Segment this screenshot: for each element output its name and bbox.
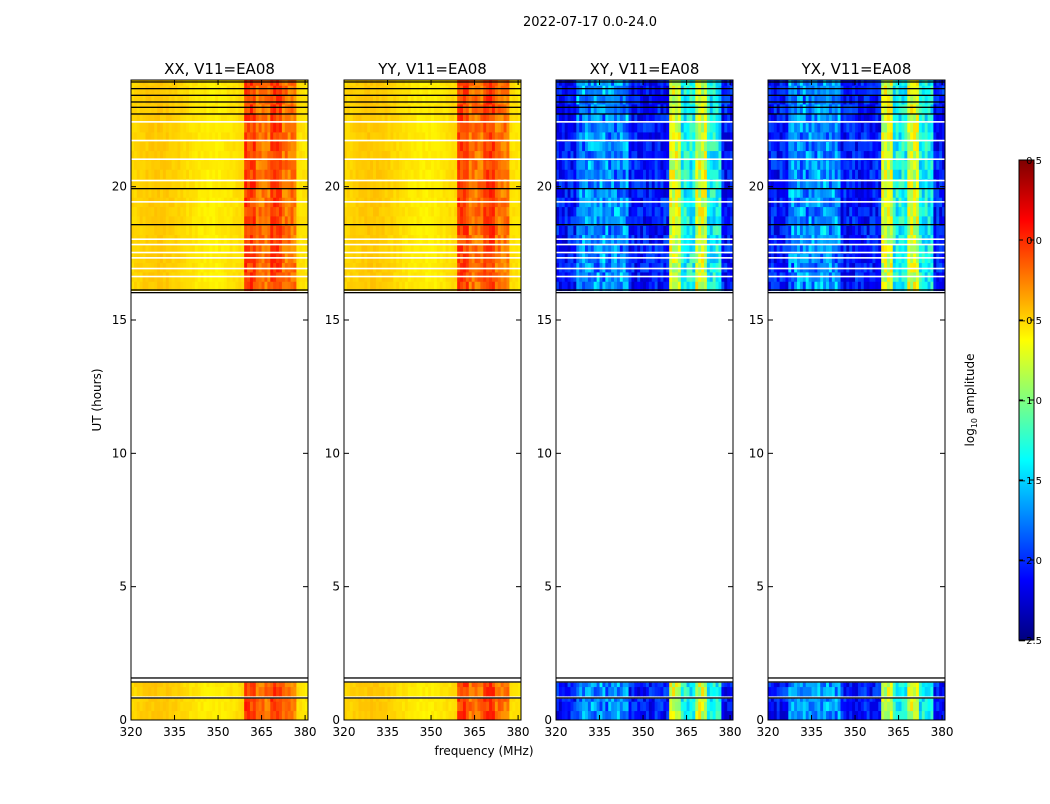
x-tick-label: 350 [844, 725, 867, 739]
y-tick-label: 20 [325, 180, 340, 194]
panel-1: XX, V11=EA08 320 335 350 365 380 0 5 10 15 20 [112, 60, 317, 739]
panel-title: YY, V11=EA08 [377, 60, 487, 78]
colorbar-tick-label: −1.0 [1018, 396, 1042, 407]
y-tick-label: 20 [749, 180, 764, 194]
x-tick-label: 320 [545, 725, 568, 739]
figure-suptitle: 2022-07-17 0.0-24.0 [523, 15, 657, 30]
x-tick-label: 350 [420, 725, 443, 739]
x-tick-label: 350 [207, 725, 230, 739]
y-tick-label: 10 [325, 446, 340, 460]
colorbar-label-prefix: log [963, 428, 977, 446]
y-tick-label: 5 [544, 580, 552, 594]
x-tick-label: 350 [632, 725, 655, 739]
x-tick-label: 380 [507, 725, 530, 739]
y-tick-label: 0 [119, 713, 127, 727]
x-tick-label: 335 [376, 725, 399, 739]
x-tick-label: 365 [250, 725, 273, 739]
y-tick-label: 5 [332, 580, 340, 594]
heatmap-image [556, 80, 733, 720]
y-tick-label: 20 [537, 180, 552, 194]
x-tick-label: 365 [463, 725, 486, 739]
colorbar-tick-label: −2.5 [1018, 636, 1042, 647]
figure-ylabel: UT (hours) [90, 368, 104, 431]
panel-title: XY, V11=EA08 [590, 60, 700, 78]
colorbar-tick-label: −0.5 [1018, 316, 1042, 327]
x-tick-label: 365 [887, 725, 910, 739]
y-tick-label: 5 [756, 580, 764, 594]
y-tick-label: 20 [112, 180, 127, 194]
colorbar-tick-label: 0.0 [1026, 236, 1042, 247]
x-tick-label: 335 [800, 725, 823, 739]
x-tick-label: 365 [675, 725, 698, 739]
heatmap-image [344, 80, 521, 720]
panel-title: XX, V11=EA08 [164, 60, 275, 78]
y-tick-label: 0 [332, 713, 340, 727]
panel-3: XY, V11=EA08 320 335 350 365 380 0 5 10 15 20 [537, 60, 742, 739]
y-tick-label: 10 [749, 446, 764, 460]
colorbar-label-suffix: amplitude [963, 354, 977, 418]
y-tick-label: 15 [537, 313, 552, 327]
y-tick-label: 15 [749, 313, 764, 327]
x-tick-label: 335 [588, 725, 611, 739]
colorbar-tick-label: −1.5 [1018, 476, 1042, 487]
heatmap-image [768, 80, 945, 720]
y-tick-label: 0 [544, 713, 552, 727]
y-tick-label: 5 [119, 580, 127, 594]
y-tick-label: 15 [112, 313, 127, 327]
y-tick-label: 10 [112, 446, 127, 460]
y-tick-label: 15 [325, 313, 340, 327]
figure-xlabel: frequency (MHz) [434, 744, 533, 758]
colorbar-tick-label: −2.0 [1018, 556, 1042, 567]
panel-2: YY, V11=EA08 320 335 350 365 380 0 5 10 15 20 [325, 60, 530, 739]
x-tick-label: 320 [333, 725, 356, 739]
panel-title: YX, V11=EA08 [801, 60, 912, 78]
x-tick-label: 380 [719, 725, 742, 739]
y-tick-label: 10 [537, 446, 552, 460]
x-tick-label: 380 [931, 725, 954, 739]
y-tick-label: 0 [756, 713, 764, 727]
colorbar-label: log10 amplitude [963, 354, 979, 447]
colorbar-tick-label: 0.5 [1026, 156, 1042, 167]
x-tick-label: 320 [120, 725, 143, 739]
colorbar: 0.5 0.0 −0.5 −1.0 −1.5 −2.0 −2.5 log10 amplitu… [963, 156, 1042, 647]
panel-4: YX, V11=EA08 320 335 350 365 380 0 5 10 15 20 [749, 60, 954, 739]
heatmap-image [131, 80, 308, 720]
x-tick-label: 380 [294, 725, 317, 739]
colorbar-label-sub: 10 [970, 418, 979, 428]
x-tick-label: 320 [757, 725, 780, 739]
x-tick-label: 335 [163, 725, 186, 739]
